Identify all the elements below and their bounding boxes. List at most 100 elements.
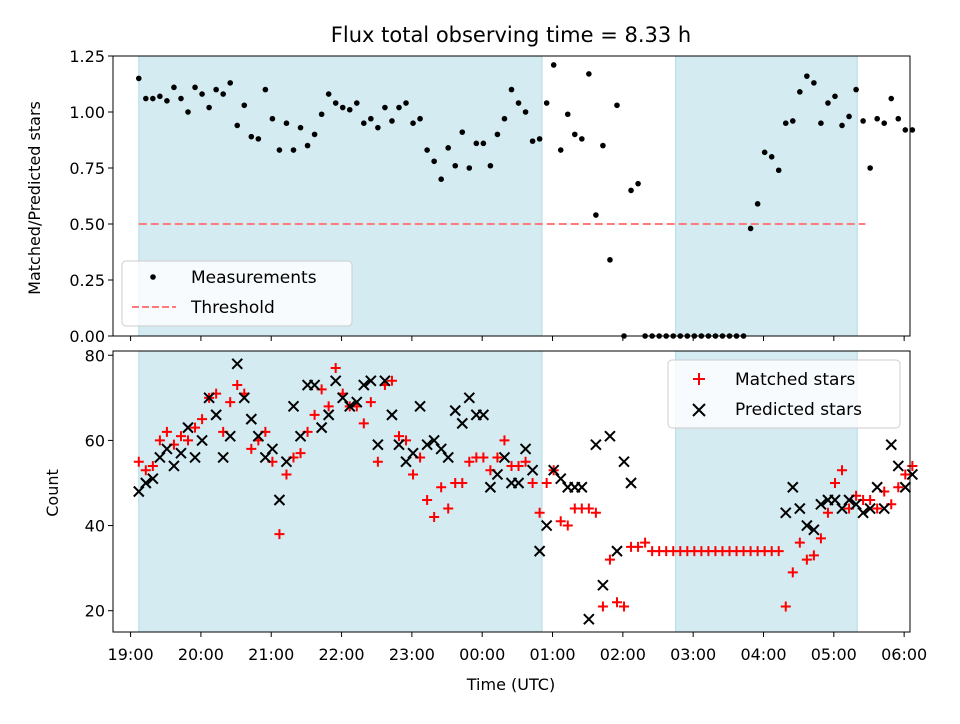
predicted-stars-point [252,430,265,442]
measurement-point [543,100,550,106]
predicted-stars-point [491,468,504,481]
measurement-point [768,154,775,160]
matched-stars-point [274,529,285,540]
measurement-point [353,100,360,106]
matched-stars-point [900,469,911,480]
measurement-point [789,118,796,124]
measurement-point [403,100,409,106]
matched-stars-point [815,533,826,544]
predicted-stars-point [519,443,532,455]
measurement-point [881,120,888,126]
predicted-stars-point [238,392,250,404]
bottom-axis-ticks: 20 40 60 80 19:00 20:00 21:00 22:00 23:00 00:00 01… [85,346,928,664]
measurement-point [431,158,437,165]
matched-stars-point [225,397,236,408]
measurement-point [839,122,845,129]
top-legend: Measurements Threshold [121,260,353,327]
x-tick-label: 01:00 [529,645,575,664]
matched-stars-point [154,435,165,446]
predicted-stars-point [147,473,159,485]
predicted-stars-point [308,379,321,391]
measurement-point [304,142,311,149]
matched-stars-point [457,477,468,488]
measurement-point [297,124,304,131]
predicted-stars-point [414,400,426,413]
matched-stars-point [281,469,292,480]
y-tick-label: 0.75 [69,159,105,178]
measurement-point [564,111,571,118]
predicted-stars-point [435,443,447,455]
measurement-point [754,201,761,207]
measurement-point [480,140,487,147]
predicted-stars-point [576,481,588,493]
predicted-stars-point [484,481,497,493]
measurement-point [586,71,592,77]
measurement-point [178,95,184,102]
bottom-plot-frame [112,350,911,633]
measurement-point [361,120,367,126]
measurement-point [241,102,248,109]
measurement-point [557,147,564,153]
predicted-stars-point [618,455,630,468]
matched-stars-point [640,537,651,548]
legend-matched-label: Matched stars [735,370,855,390]
x-tick-label: 21:00 [248,645,294,664]
matched-stars-point [808,550,819,561]
bottom-legend-box [667,359,901,429]
predicted-stars-point [583,613,595,625]
measurement-point [164,98,170,104]
predicted-stars-point [533,545,546,557]
bottom-y-axis-label: Count [43,469,62,517]
matched-stars-point [197,414,208,425]
measurement-point [290,147,297,153]
predicted-stars-point [175,447,187,459]
measurement-point [775,167,782,174]
predicted-stars-point [850,498,862,510]
legend-predicted-marker [692,403,706,417]
x-axis-label: Time (UTC) [466,675,555,694]
predicted-stars-point [421,438,433,451]
measurement-point [909,127,916,133]
predicted-stars-point [393,438,405,451]
predicted-stars-point [885,438,897,451]
predicted-stars-point [449,404,461,417]
measurement-point [318,111,325,118]
y-tick-label: 60 [85,431,105,450]
matched-stars-point [190,422,201,433]
predicted-stars-point [140,477,152,489]
matched-stars-point [175,431,186,442]
matched-stars-point [309,409,320,420]
predicted-stars-point [540,519,553,532]
legend-measurements-marker [150,274,156,280]
matched-stars-point [780,601,791,612]
measurement-point [332,100,339,106]
measurement-point [269,115,276,122]
measurement-point [192,84,198,91]
predicted-stars-point [407,447,419,459]
predicted-stars-point [808,524,820,536]
matched-stars-point [140,465,151,476]
x-tick-label: 05:00 [811,645,857,664]
predicted-stars-point [892,460,904,472]
predicted-stars-point [161,443,173,455]
measurement-point [853,86,859,93]
y-tick-label: 0.25 [69,271,105,290]
y-tick-label: 80 [85,346,105,365]
measurement-point [255,136,262,142]
measurement-point [600,142,606,149]
predicted-stars-point [498,451,511,464]
measurement-point [536,136,543,142]
measurement-point [571,131,578,138]
matched-stars-point [393,431,404,442]
matched-stars-point [829,477,840,488]
measurement-point [171,84,177,91]
measurement-point [396,104,402,111]
predicted-stars-point [526,464,539,476]
measurement-point [143,95,149,102]
legend-measurements-label: Measurements [191,268,317,288]
matched-stars-point [295,448,306,459]
predicted-stars-point [133,485,145,498]
matched-stars-point [583,503,594,514]
matched-stars-point [520,456,531,467]
